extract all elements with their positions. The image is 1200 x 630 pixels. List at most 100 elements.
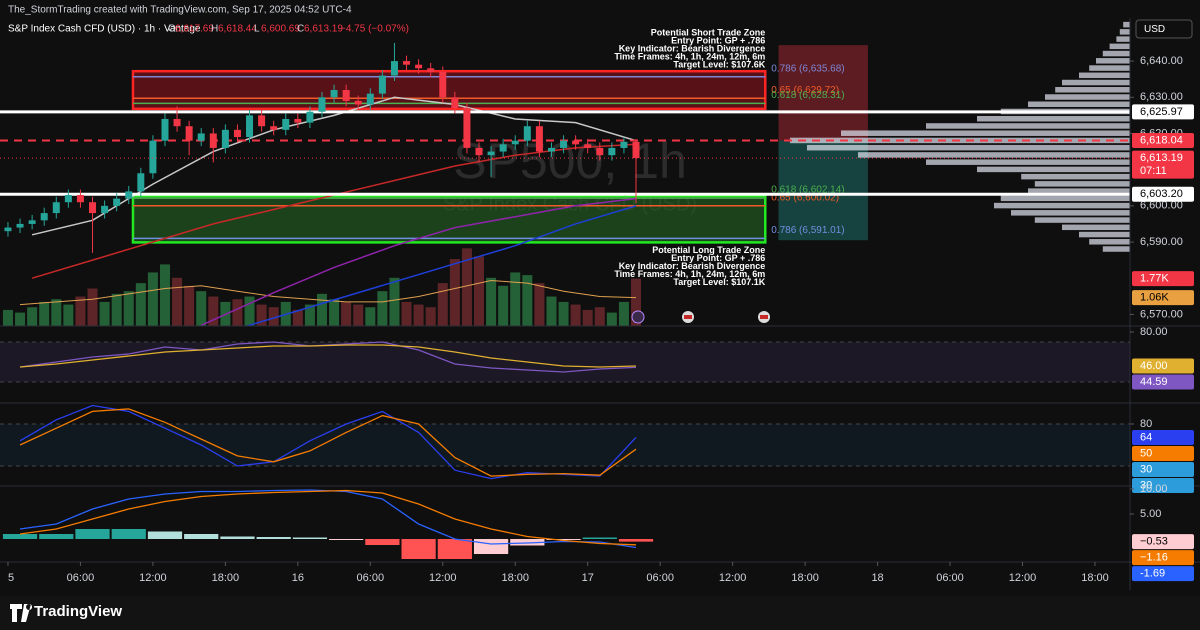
y-tick-label: 5.00: [1140, 508, 1161, 520]
candle-body: [282, 118, 290, 130]
indicator-line: [19, 404, 637, 480]
y-tick-label: 10.00: [1140, 483, 1168, 495]
price-badge-label: 6,618.04: [1140, 134, 1183, 146]
volume-bar: [522, 275, 533, 326]
volume-bar: [244, 296, 255, 326]
candle-body: [378, 75, 386, 94]
brand-logo: [10, 604, 33, 622]
volume-bar: [39, 301, 50, 326]
candle-body: [535, 126, 543, 152]
candle-body: [52, 202, 60, 214]
currency[interactable]: USD: [1144, 24, 1165, 35]
y-tick-label: 6,640.00: [1140, 55, 1183, 67]
volume-bar: [365, 307, 376, 326]
candle-body: [632, 141, 640, 159]
candle-body: [390, 61, 398, 76]
volume-bar: [87, 288, 98, 326]
histogram-bar: [546, 539, 581, 540]
zone-text: Potential Short Trade Zone: [651, 28, 766, 38]
candle-body: [403, 61, 411, 65]
trade-zone: [131, 69, 767, 111]
volume-bar: [135, 283, 146, 326]
profile-bar: [1116, 36, 1130, 42]
x-tick-label: 12:00: [139, 572, 167, 584]
candle-body: [306, 111, 314, 123]
profile-bar: [1055, 87, 1130, 93]
volume-bar: [546, 296, 557, 326]
volume-bar: [15, 312, 26, 326]
candle-body: [415, 64, 423, 69]
zone-text: Key Indicator: Bearish Divergence: [619, 261, 766, 271]
volume-bar: [111, 293, 122, 326]
x-tick-label: 18:00: [791, 572, 819, 584]
zone-text: Key Indicator: Bearish Divergence: [619, 44, 766, 54]
volume-bar: [377, 291, 388, 326]
histogram-bar: [75, 529, 110, 539]
price-badge: [1132, 271, 1194, 287]
volume-ma: [19, 279, 637, 306]
histogram-bar: [365, 539, 400, 545]
fib-label: 0.65 (6,629.72): [771, 85, 839, 96]
histogram-bar: [437, 539, 472, 559]
candle-body: [318, 97, 326, 112]
profile-bar: [1034, 217, 1130, 223]
price-badge: [1132, 104, 1194, 120]
x-tick-label: 18:00: [1081, 572, 1109, 584]
profile-bar: [1102, 50, 1130, 57]
x-tick-label: 17: [582, 572, 594, 584]
candle-body: [366, 93, 374, 105]
candle-body: [209, 133, 217, 148]
candle-body: [523, 126, 531, 141]
price-badge-label: 30: [1140, 463, 1152, 475]
candle-body: [4, 227, 12, 232]
x-tick-label: 12:00: [719, 572, 747, 584]
y-tick-label: 80.00: [1140, 326, 1168, 338]
indicator-line: [19, 408, 637, 477]
x-tick-label: 18: [871, 572, 883, 584]
volume-bar: [618, 301, 629, 326]
x-tick-label: 06:00: [646, 572, 674, 584]
price-badge: [1132, 429, 1194, 445]
histogram-bar: [147, 531, 183, 539]
profile-bar: [1096, 58, 1130, 64]
candle-body: [221, 129, 229, 148]
price-badge: [1132, 358, 1194, 374]
candle-body: [560, 140, 568, 148]
currency-box[interactable]: [1135, 19, 1193, 39]
event-icon[interactable]: [631, 310, 645, 324]
zone-text: Potential Long Trade Zone: [652, 245, 765, 255]
x-tick-label: 12:00: [429, 572, 457, 584]
candle-body: [511, 140, 519, 145]
price-badge: [1132, 445, 1194, 461]
ohlc-key: L: [254, 24, 260, 35]
reward-area: [778, 140, 868, 241]
candle-body: [330, 90, 338, 98]
price-badge-label: 6,603.20: [1140, 188, 1183, 200]
profile-bar: [926, 159, 1130, 165]
profile-bar: [1119, 29, 1130, 35]
candle-body: [499, 144, 507, 152]
profile-bar: [1102, 246, 1130, 252]
volume-bar: [570, 304, 581, 326]
y-tick-label: 6,600.00: [1140, 200, 1183, 212]
candle-body: [197, 133, 205, 141]
profile-bar: [1089, 239, 1130, 245]
x-tick-label: 18:00: [212, 572, 240, 584]
candle-body: [547, 147, 555, 152]
volume-bar: [159, 264, 170, 326]
candle-body: [125, 191, 133, 199]
price-badge-label: 44.59: [1140, 376, 1168, 388]
watermark: SP500, 1h: [453, 133, 687, 189]
ohlc-key: O: [168, 24, 176, 35]
volume-bar: [486, 277, 497, 326]
ohlc-key: H: [211, 24, 218, 35]
profile-bar: [1062, 79, 1130, 86]
volume-bar: [606, 312, 617, 326]
x-tick-label: 06:00: [357, 572, 385, 584]
profile-bar: [1079, 231, 1130, 238]
candle-body: [475, 147, 483, 156]
histogram-bar: [618, 539, 654, 542]
histogram-bar: [184, 534, 219, 539]
candle-body: [161, 118, 169, 141]
profile-bar: [926, 123, 1130, 129]
